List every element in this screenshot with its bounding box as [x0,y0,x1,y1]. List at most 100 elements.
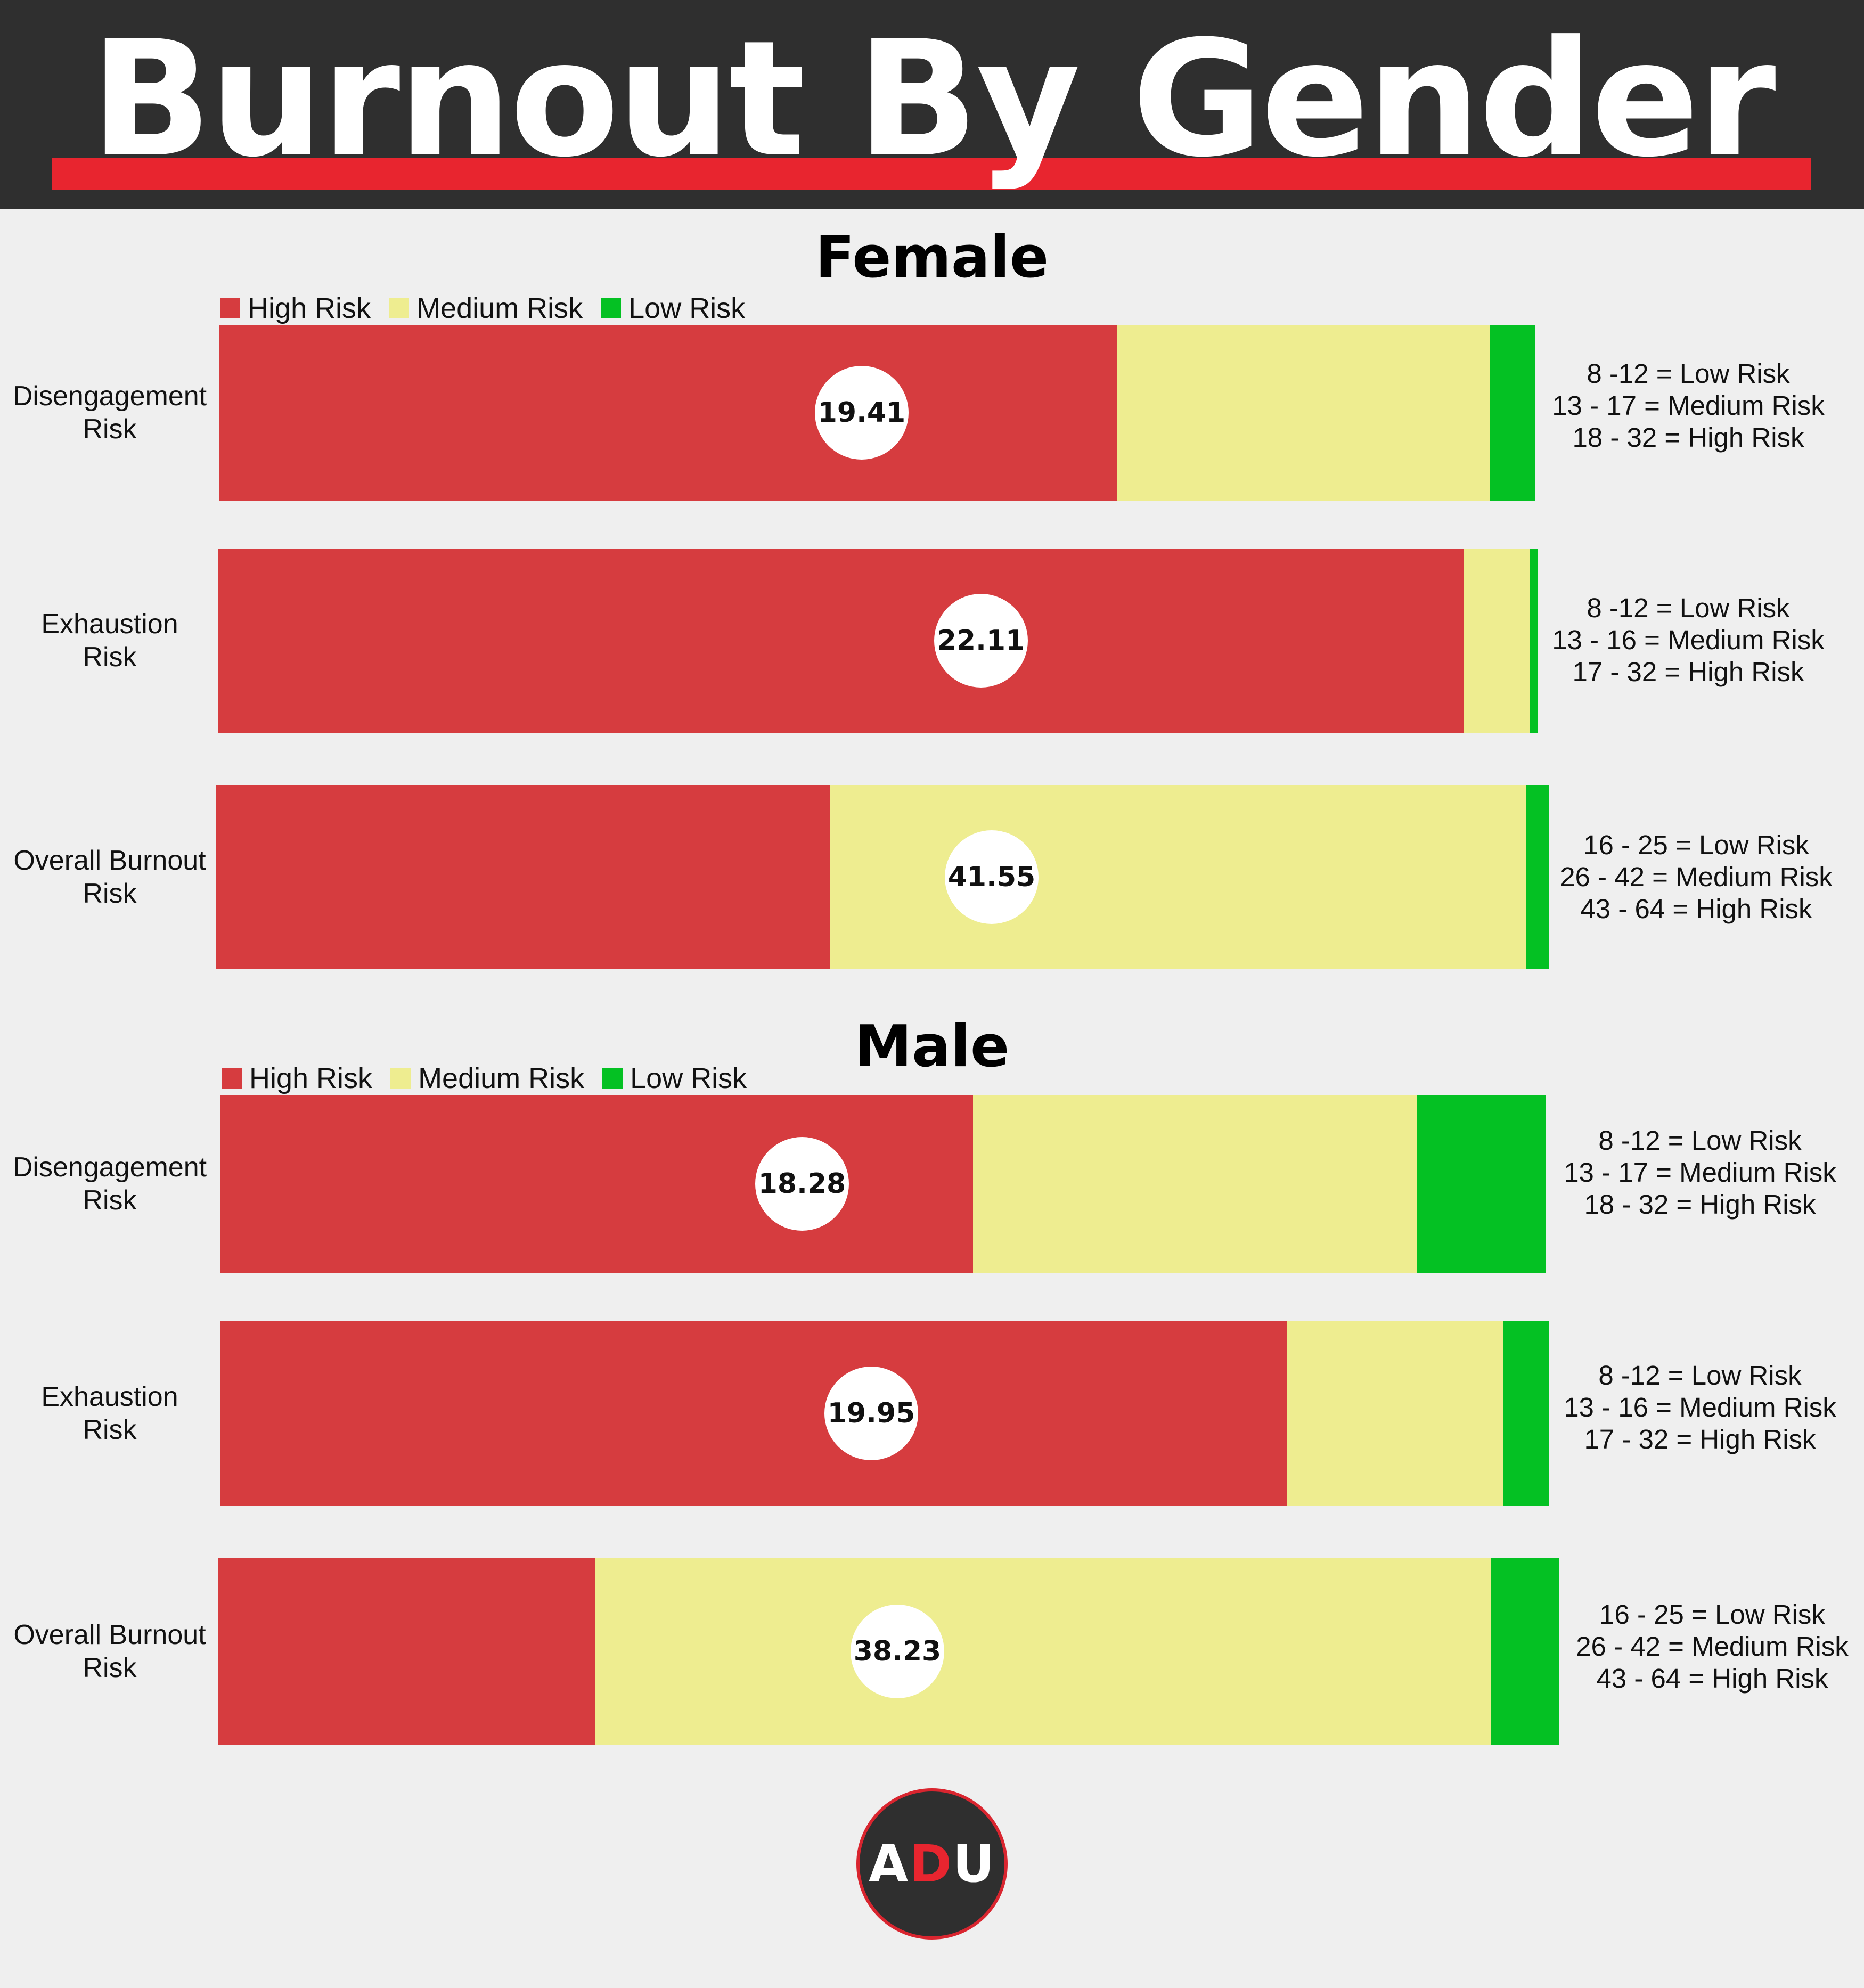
risk-range-legend: 8 -12 = Low Risk 13 - 16 = Medium Risk 17 … [1539,592,1837,688]
category-label: Overall Burnout Risk [0,1618,219,1684]
legend-swatch-high [222,1068,242,1089]
category-label: Disengagement Risk [0,380,219,446]
female-legend: High Risk Medium Risk Low Risk [220,294,763,323]
legend-item-low: Low Risk [601,294,745,323]
female-bar-row [218,549,1538,733]
score-circle: 18.28 [755,1137,849,1231]
risk-range-legend: 8 -12 = Low Risk 13 - 16 = Medium Risk 17 … [1551,1360,1849,1455]
bar-segment-low [1491,1558,1559,1745]
page-title: Burnout By Gender [90,6,1776,192]
bar-segment-low [1417,1095,1546,1273]
risk-range-line: 13 - 17 = Medium Risk [1552,390,1825,421]
risk-range-line: 16 - 25 = Low Risk [1583,830,1809,860]
category-label-line: Overall Burnout [13,845,206,876]
legend-swatch-low [601,298,622,318]
score-circle: 38.23 [851,1605,944,1698]
legend-item-high: High Risk [220,294,371,323]
risk-range-line: 8 -12 = Low Risk [1598,1360,1802,1390]
male-section-title: Male [854,1013,1010,1080]
risk-range-line: 26 - 42 = Medium Risk [1560,862,1833,892]
category-label-line: Risk [83,1185,137,1216]
risk-range-line: 18 - 32 = High Risk [1584,1189,1816,1220]
category-label: Disengagement Risk [0,1151,219,1217]
legend-swatch-low [602,1068,623,1089]
category-label-line: Disengagement [12,1152,207,1183]
legend-swatch-medium [389,298,410,318]
logo-letter: A [869,1834,910,1894]
legend-label-low: Low Risk [630,1062,747,1094]
score-circle: 41.55 [945,830,1039,924]
risk-range-line: 8 -12 = Low Risk [1587,593,1790,623]
risk-range-line: 13 - 17 = Medium Risk [1564,1157,1836,1188]
male-bar-row [220,1321,1549,1506]
legend-item-high: High Risk [222,1064,372,1093]
bar-segment-low [1503,1321,1549,1506]
legend-label-high: High Risk [248,292,371,324]
legend-label-low: Low Risk [628,292,746,324]
female-bar-row [216,785,1549,969]
category-label-line: Risk [83,1414,137,1445]
risk-range-legend: 16 - 25 = Low Risk 26 - 42 = Medium Risk 4… [1547,829,1845,925]
bar-segment-low [1530,549,1538,733]
category-label-line: Risk [83,878,137,909]
score-circle: 19.95 [824,1367,918,1460]
bar-segment-medium [1116,325,1490,501]
category-label: Exhaustion Risk [0,1380,219,1446]
category-label: Exhaustion Risk [0,608,219,674]
bar-segment-medium [830,785,1526,969]
risk-range-legend: 8 -12 = Low Risk 13 - 17 = Medium Risk 18 … [1551,1125,1849,1221]
legend-label-high: High Risk [249,1062,373,1094]
bar-segment-low [1526,785,1549,969]
category-label-line: Disengagement [12,381,207,412]
category-label: Overall Burnout Risk [0,844,219,910]
female-section-title: Female [815,224,1049,291]
legend-swatch-medium [390,1068,411,1089]
bar-segment-high [218,1558,595,1745]
title-underline [52,158,1811,190]
risk-range-legend: 16 - 25 = Low Risk 26 - 42 = Medium Risk 4… [1563,1599,1861,1695]
male-bar-row [218,1558,1559,1745]
risk-range-line: 18 - 32 = High Risk [1572,422,1804,453]
risk-range-line: 16 - 25 = Low Risk [1599,1599,1825,1630]
category-label-line: Exhaustion [41,609,178,640]
bar-segment-high [219,325,1117,501]
bar-segment-medium [1464,549,1531,733]
category-label-line: Risk [83,642,137,673]
bar-segment-medium [973,1095,1417,1273]
category-label-line: Overall Burnout [13,1619,206,1650]
bar-segment-medium [595,1558,1491,1745]
category-label-line: Risk [83,414,137,445]
risk-range-line: 8 -12 = Low Risk [1587,358,1790,389]
risk-range-line: 43 - 64 = High Risk [1596,1663,1828,1694]
bar-segment-high [218,549,1465,733]
score-circle: 19.41 [815,366,909,460]
male-legend: High Risk Medium Risk Low Risk [222,1064,765,1093]
bar-segment-high [220,1321,1287,1506]
category-label-line: Exhaustion [41,1381,178,1412]
bar-segment-medium [1287,1321,1504,1506]
logo-letter: D [909,1834,953,1894]
legend-label-medium: Medium Risk [416,292,583,324]
risk-range-line: 13 - 16 = Medium Risk [1564,1392,1836,1422]
risk-range-legend: 8 -12 = Low Risk 13 - 17 = Medium Risk 18 … [1539,358,1837,454]
bar-segment-low [1490,325,1535,501]
logo-letter: U [953,1834,995,1894]
legend-swatch-high [220,298,240,318]
legend-item-medium: Medium Risk [390,1064,584,1093]
legend-item-medium: Medium Risk [389,294,583,323]
score-circle: 22.11 [934,594,1028,688]
male-bar-row [220,1095,1546,1273]
risk-range-line: 13 - 16 = Medium Risk [1552,625,1825,655]
risk-range-line: 8 -12 = Low Risk [1598,1125,1802,1156]
female-bar-row [219,325,1535,501]
risk-range-line: 26 - 42 = Medium Risk [1576,1631,1849,1662]
legend-label-medium: Medium Risk [418,1062,585,1094]
risk-range-line: 17 - 32 = High Risk [1584,1424,1816,1454]
legend-item-low: Low Risk [602,1064,747,1093]
category-label-line: Risk [83,1652,137,1683]
risk-range-line: 43 - 64 = High Risk [1580,894,1812,924]
risk-range-line: 17 - 32 = High Risk [1572,657,1804,687]
bar-segment-high [216,785,831,969]
bar-segment-high [220,1095,974,1273]
